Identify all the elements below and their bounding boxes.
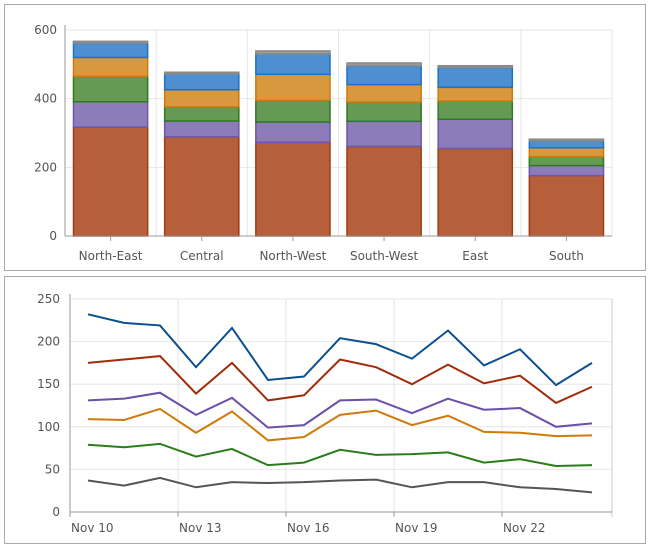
bar-segment (437, 100, 514, 121)
bar-segment (255, 141, 331, 237)
bar-segment (255, 73, 331, 102)
bar-segment (255, 99, 331, 123)
series-line-2 (87, 391, 593, 429)
y-tick-label: 100 (37, 420, 60, 434)
bar-segment (437, 118, 514, 150)
bar-segment (346, 64, 422, 86)
bar-segment (72, 42, 149, 59)
bar-segment (72, 56, 149, 78)
y-tick-label: 600 (34, 23, 57, 37)
y-tick-label: 250 (37, 292, 60, 306)
bar-segment (255, 121, 331, 144)
line-chart-panel: 0 50 100 150 200 250 Nov 10 Nov 13 Nov 16 Nov 19 N… (4, 276, 646, 544)
x-tick-label: Nov 13 (179, 521, 222, 535)
x-tick-label: Nov 16 (287, 521, 330, 535)
bar-segment (528, 164, 605, 177)
bar-segment (437, 86, 514, 102)
bar-segment (528, 138, 605, 142)
bar-segment (346, 83, 422, 103)
x-tick-label: Nov 19 (395, 521, 438, 535)
bar-segment (255, 53, 331, 76)
bar-segment (346, 120, 422, 148)
bar-segment (72, 40, 149, 44)
bar-segment (528, 147, 605, 158)
x-tick-label: North-East (79, 249, 143, 263)
bar-segment (437, 64, 514, 69)
bar-segment (163, 71, 240, 75)
bar-segment (346, 101, 422, 123)
y-tick-label: 50 (45, 462, 60, 476)
x-tick-label: East (462, 249, 488, 263)
series-line-1 (87, 355, 593, 405)
bar-segment (528, 140, 605, 149)
bar-segment (437, 147, 514, 237)
series-line-4 (87, 442, 593, 467)
bar-segment (163, 73, 240, 91)
bar-segment (528, 155, 605, 167)
series-line-3 (87, 407, 593, 442)
bar-segment (346, 62, 422, 67)
series-line-0 (87, 313, 593, 387)
y-tick-label: 0 (52, 505, 60, 519)
x-tick-label: Central (180, 249, 224, 263)
y-tick-label: 200 (37, 335, 60, 349)
x-tick-label: Nov 10 (71, 521, 114, 535)
bar-segment (528, 174, 605, 237)
x-tick-label: Nov 22 (503, 521, 546, 535)
bar-segment (163, 120, 240, 138)
bar-segment (255, 50, 331, 55)
bar-segment (163, 136, 240, 237)
bar-segment (163, 106, 240, 122)
stacked-bar-chart-panel: 0 200 400 600 North-East Central North-West Sou… (4, 4, 646, 271)
x-tick-label: South (549, 249, 584, 263)
series-line-5 (87, 476, 593, 494)
x-tick-label: South-West (350, 249, 419, 263)
x-tick-label: North-West (259, 249, 326, 263)
bar-segment (437, 66, 514, 89)
bar-segment (72, 75, 149, 103)
y-tick-label: 400 (34, 92, 57, 106)
bar-segment (163, 88, 240, 108)
line-chart: 0 50 100 150 200 250 Nov 10 Nov 13 Nov 16 Nov 19 N… (37, 292, 613, 535)
bar-segment (346, 145, 422, 237)
y-tick-label: 0 (49, 229, 57, 243)
bar-segment (72, 101, 149, 128)
bar-segment (72, 126, 149, 237)
stacked-bar-chart: 0 200 400 600 North-East Central North-West Sou… (34, 23, 613, 263)
y-tick-label: 200 (34, 160, 57, 174)
y-tick-label: 150 (37, 377, 60, 391)
